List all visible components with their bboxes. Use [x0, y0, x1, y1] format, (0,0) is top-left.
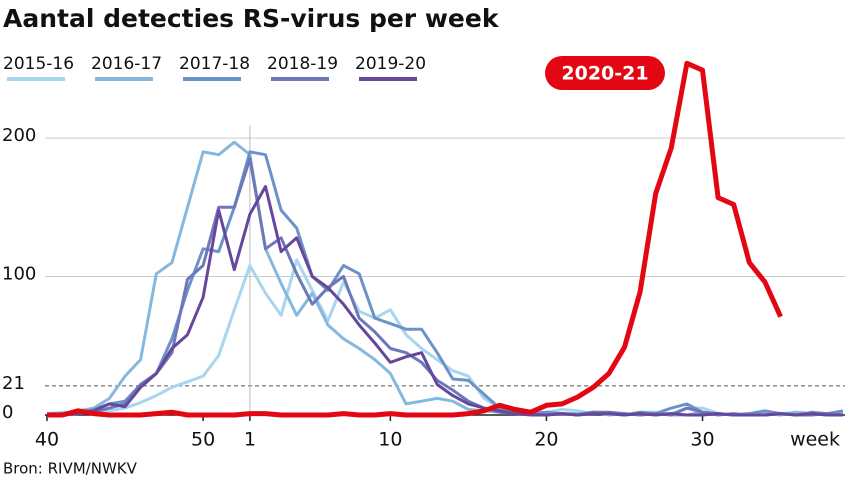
x-axis-label: week: [790, 429, 840, 451]
y-tick-label: 200: [2, 125, 36, 146]
legend-label: 2018-19: [267, 54, 338, 74]
x-tick-label: 30: [690, 429, 714, 451]
y-tick-label: 100: [2, 264, 36, 285]
y-tick-label: 21: [2, 373, 25, 394]
series-line: [47, 157, 844, 417]
x-tick-label: 40: [35, 429, 59, 451]
legend-label: 2015-16: [3, 54, 74, 74]
x-tick-label: 10: [378, 429, 402, 451]
y-tick-label: 0: [2, 402, 13, 423]
source: Bron: RIVM/NWKV: [3, 460, 138, 478]
x-tick-label: 50: [191, 429, 215, 451]
x-tick-label: 20: [534, 429, 558, 451]
chart-title: Aantal detecties RS-virus per week: [3, 4, 500, 33]
series-line: [47, 140, 844, 417]
x-tick-label: 1: [244, 429, 256, 451]
series-line: [47, 185, 843, 417]
series-line: [46, 150, 844, 417]
series-line: [47, 60, 783, 418]
legend-pill: [545, 56, 665, 90]
legend-label: 2017-18: [179, 54, 250, 74]
legend-label: 2019-20: [355, 54, 426, 74]
legend-label: 2016-17: [91, 54, 162, 74]
legend-label: 2020-21: [561, 63, 648, 85]
